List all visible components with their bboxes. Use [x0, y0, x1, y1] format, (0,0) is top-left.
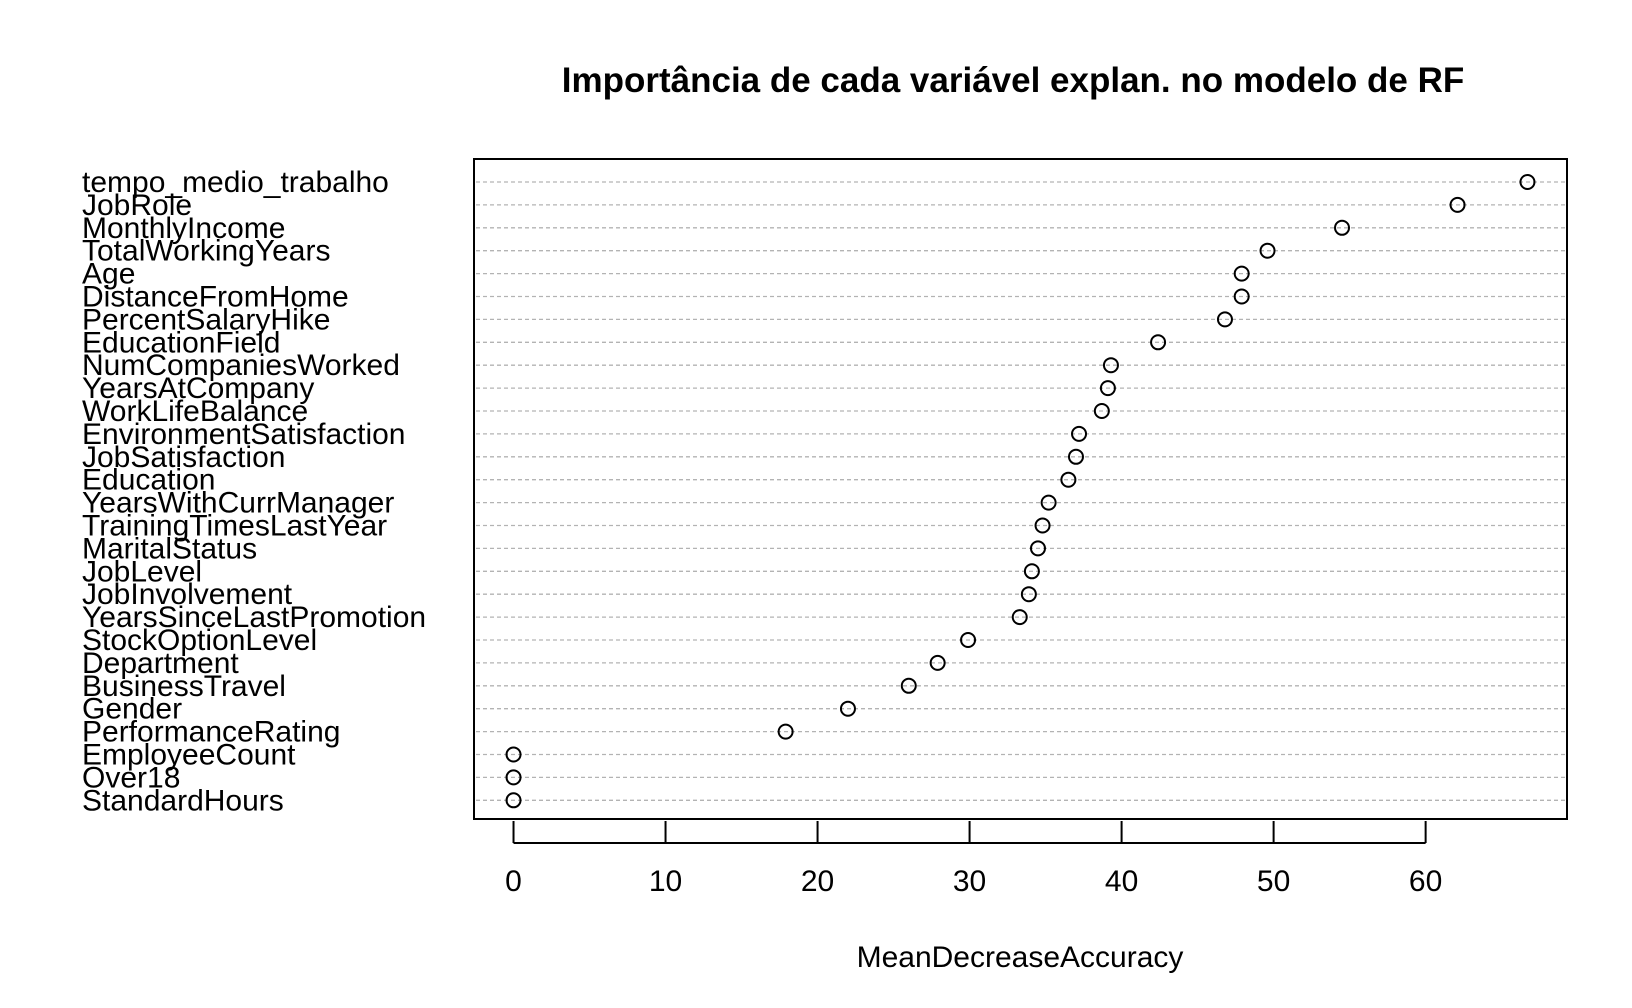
x-tick-label: 10 — [649, 865, 682, 898]
data-point — [839, 700, 856, 717]
data-point — [1233, 288, 1250, 305]
data-point — [1040, 494, 1057, 511]
category-label: MaritalStatus — [82, 532, 257, 565]
data-point — [1011, 609, 1028, 626]
data-point — [1060, 471, 1077, 488]
category-labels: tempo_medio_trabalhoJobRoleMonthlyIncome… — [82, 166, 426, 817]
category-label: EmployeeCount — [82, 739, 296, 772]
x-tick-label: 40 — [1105, 865, 1138, 898]
category-label: Gender — [82, 693, 182, 726]
data-point — [505, 746, 522, 763]
category-label: EnvironmentSatisfaction — [82, 418, 406, 451]
x-tick-label: 60 — [1409, 865, 1442, 898]
category-label: BusinessTravel — [82, 670, 286, 703]
category-label: tempo_medio_trabalho — [82, 166, 389, 199]
category-label: JobInvolvement — [82, 578, 293, 611]
category-label: YearsSinceLastPromotion — [82, 601, 426, 634]
data-point — [960, 632, 977, 648]
data-point — [1334, 219, 1351, 236]
category-label: DistanceFromHome — [82, 281, 349, 314]
category-label: JobSatisfaction — [82, 441, 285, 474]
data-point — [1150, 334, 1167, 351]
data-point — [1029, 540, 1046, 557]
x-tick-label: 20 — [801, 865, 834, 898]
data-point — [1020, 586, 1037, 603]
category-label: WorkLifeBalance — [82, 395, 308, 428]
category-label: TrainingTimesLastYear — [82, 510, 387, 543]
category-label: JobRole — [82, 189, 192, 222]
x-tick-label: 50 — [1257, 865, 1290, 898]
category-label: Department — [82, 647, 239, 680]
x-axis-title: MeanDecreaseAccuracy — [857, 941, 1184, 974]
category-label: YearsAtCompany — [82, 372, 314, 405]
data-point — [1093, 403, 1110, 419]
data-point — [1233, 265, 1250, 282]
category-label: PerformanceRating — [82, 716, 340, 749]
data-point — [929, 654, 946, 671]
x-axis: 0 10 20 30 40 50 60 — [505, 821, 1442, 898]
category-label: Age — [82, 258, 135, 291]
data-point — [1259, 242, 1276, 259]
plot-frame — [473, 158, 1568, 820]
category-label: YearsWithCurrManager — [82, 487, 394, 520]
data-point — [1519, 174, 1536, 190]
data-point — [777, 723, 794, 740]
data-point — [1071, 425, 1088, 442]
category-label: JobLevel — [82, 555, 202, 588]
grid-lines — [476, 181, 1565, 801]
data-point — [505, 792, 522, 809]
data-point — [505, 769, 522, 786]
category-label: Over18 — [82, 761, 180, 794]
category-label: MonthlyIncome — [82, 212, 285, 245]
data-point — [1034, 517, 1051, 534]
data-points — [505, 174, 1536, 809]
category-label: TotalWorkingYears — [82, 235, 330, 268]
category-label: StockOptionLevel — [82, 624, 317, 657]
category-label: Education — [82, 464, 215, 497]
chart-title: Importância de cada variável explan. no … — [562, 61, 1465, 100]
data-point — [1449, 196, 1466, 213]
data-point — [1102, 357, 1119, 374]
x-tick-label: 0 — [505, 865, 522, 898]
x-tick-label: 30 — [953, 865, 986, 898]
category-label: EducationField — [82, 326, 280, 359]
data-point — [1023, 563, 1040, 580]
category-label: NumCompaniesWorked — [82, 349, 400, 382]
data-point — [1067, 448, 1084, 465]
category-label: StandardHours — [82, 784, 284, 817]
data-point — [1099, 380, 1116, 397]
data-point — [900, 677, 917, 694]
data-point — [1216, 311, 1233, 328]
category-label: PercentSalaryHike — [82, 303, 330, 336]
